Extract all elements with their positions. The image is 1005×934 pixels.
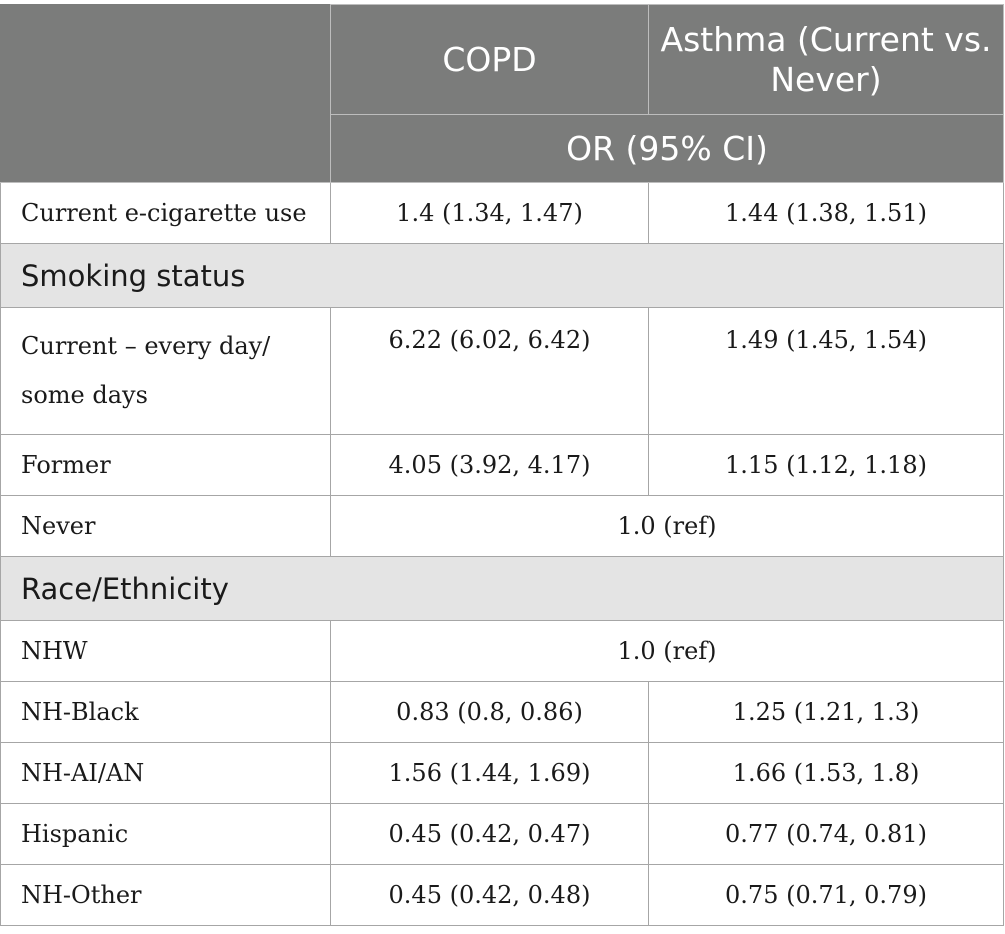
asthma-value: 1.15 (1.12, 1.18)	[648, 434, 1004, 496]
asthma-value: 0.77 (0.74, 0.81)	[648, 803, 1004, 865]
table-row: Current – every day/ some days 6.22 (6.0…	[0, 307, 1004, 435]
copd-value: 1.56 (1.44, 1.69)	[330, 742, 649, 804]
section-heading-race: Race/Ethnicity	[0, 556, 1004, 621]
asthma-value: 1.49 (1.45, 1.54)	[648, 307, 1004, 435]
row-label: Hispanic	[0, 803, 331, 865]
table-row: Hispanic 0.45 (0.42, 0.47) 0.77 (0.74, 0…	[0, 803, 1004, 865]
header-or-ci: OR (95% CI)	[330, 114, 1004, 183]
table-row: Current e-cigarette use 1.4 (1.34, 1.47)…	[0, 182, 1004, 244]
asthma-value: 1.25 (1.21, 1.3)	[648, 681, 1004, 743]
asthma-value: 1.66 (1.53, 1.8)	[648, 742, 1004, 804]
header-asthma: Asthma (Current vs. Never)	[648, 4, 1004, 115]
table-row: NHW 1.0 (ref)	[0, 620, 1004, 682]
section-heading-smoking: Smoking status	[0, 243, 1004, 308]
table-row: NH-AI/AN 1.56 (1.44, 1.69) 1.66 (1.53, 1…	[0, 742, 1004, 804]
table-row: Never 1.0 (ref)	[0, 495, 1004, 557]
copd-value: 0.45 (0.42, 0.47)	[330, 803, 649, 865]
row-label: Never	[0, 495, 331, 557]
row-label: NH-AI/AN	[0, 742, 331, 804]
row-label: Current e-cigarette use	[0, 182, 331, 244]
copd-value: 0.83 (0.8, 0.86)	[330, 681, 649, 743]
row-label: NHW	[0, 620, 331, 682]
section-row: Race/Ethnicity	[0, 556, 1004, 621]
row-label: Former	[0, 434, 331, 496]
row-label: NH-Other	[0, 864, 331, 926]
combined-value: 1.0 (ref)	[330, 620, 1004, 682]
table-header: COPD Asthma (Current vs. Never) OR (95% …	[0, 4, 1004, 183]
table-row: NH-Black 0.83 (0.8, 0.86) 1.25 (1.21, 1.…	[0, 681, 1004, 743]
asthma-value: 0.75 (0.71, 0.79)	[648, 864, 1004, 926]
copd-value: 1.4 (1.34, 1.47)	[330, 182, 649, 244]
row-label: Current – every day/ some days	[0, 307, 331, 435]
header-corner-cell	[0, 4, 331, 183]
table-row: NH-Other 0.45 (0.42, 0.48) 0.75 (0.71, 0…	[0, 864, 1004, 926]
asthma-value: 1.44 (1.38, 1.51)	[648, 182, 1004, 244]
copd-value: 4.05 (3.92, 4.17)	[330, 434, 649, 496]
copd-value: 6.22 (6.02, 6.42)	[330, 307, 649, 435]
section-row: Smoking status	[0, 243, 1004, 308]
row-label: NH-Black	[0, 681, 331, 743]
table-body: Current e-cigarette use 1.4 (1.34, 1.47)…	[0, 182, 1004, 926]
table-row: Former 4.05 (3.92, 4.17) 1.15 (1.12, 1.1…	[0, 434, 1004, 496]
odds-ratio-table: COPD Asthma (Current vs. Never) OR (95% …	[0, 4, 1004, 926]
combined-value: 1.0 (ref)	[330, 495, 1004, 557]
header-copd: COPD	[330, 4, 649, 115]
copd-value: 0.45 (0.42, 0.48)	[330, 864, 649, 926]
